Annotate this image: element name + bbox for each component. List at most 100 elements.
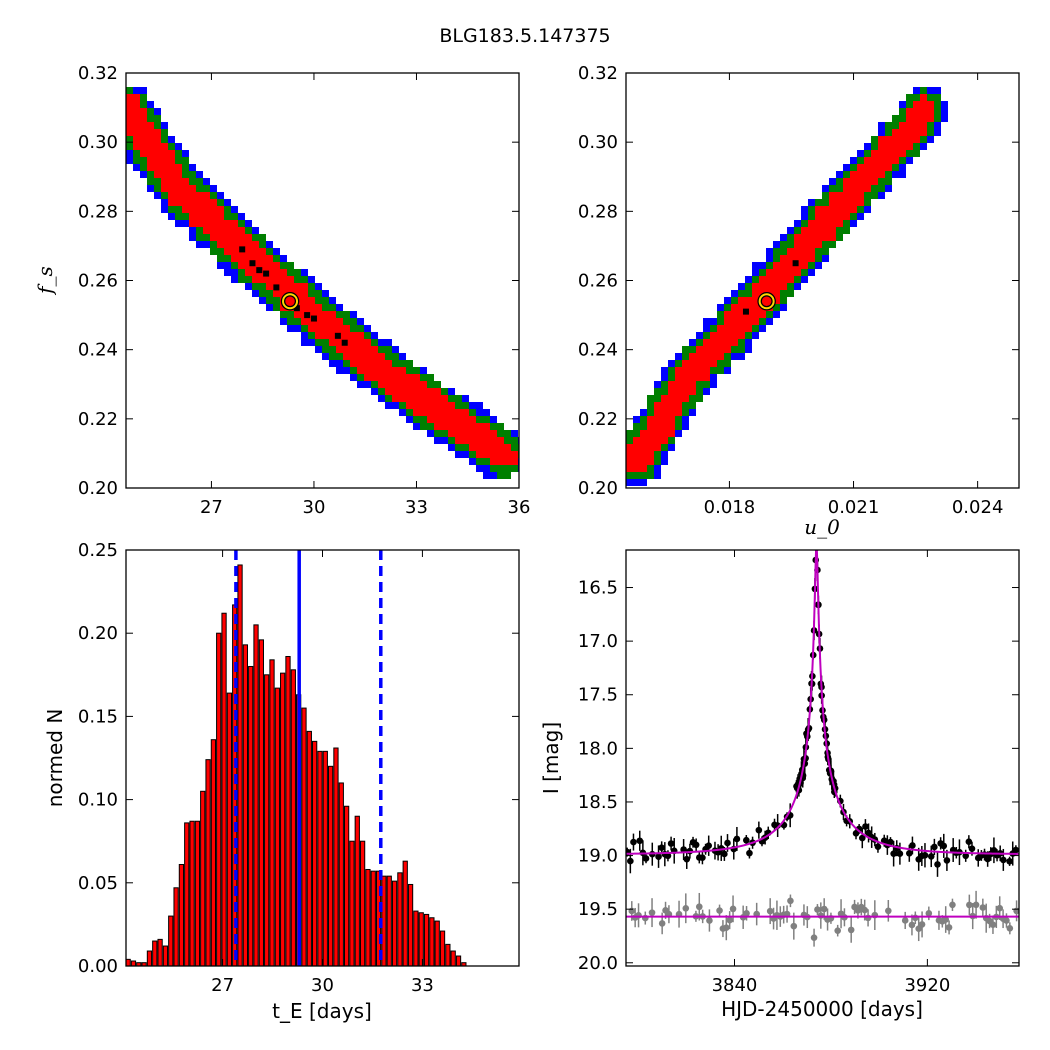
heatmap-cell xyxy=(794,241,801,248)
heatmap-cell xyxy=(815,241,822,248)
heatmap-cell xyxy=(182,185,189,192)
y-tick-label: 18.0 xyxy=(578,738,618,759)
heatmap-cell xyxy=(210,185,217,192)
histogram-bar xyxy=(301,707,307,966)
heatmap-cell xyxy=(696,395,703,402)
heatmap-cell xyxy=(483,416,490,423)
histogram-bar xyxy=(407,883,414,966)
heatmap-cell xyxy=(892,157,899,164)
best-fit-ring xyxy=(758,293,775,310)
heatmap-cell xyxy=(773,276,780,283)
heatmap-cell xyxy=(927,108,934,115)
heatmap-cell xyxy=(497,423,504,430)
heatmap-cell xyxy=(878,185,885,192)
heatmap-cell xyxy=(308,332,315,339)
heatmap-cell xyxy=(462,395,469,402)
heatmap-cell xyxy=(301,297,308,304)
heatmap-cell xyxy=(913,101,920,108)
heatmap-cell xyxy=(794,283,801,290)
heatmap-cell-peak xyxy=(239,246,246,253)
heatmap-cell xyxy=(836,171,843,178)
y-tick-label: 0.00 xyxy=(78,956,118,977)
heatmap-cell xyxy=(787,290,794,297)
heatmap-cell xyxy=(259,241,266,248)
heatmap-cell xyxy=(787,255,794,262)
heatmap-cell xyxy=(675,402,682,409)
heatmap-cell xyxy=(710,360,717,367)
heatmap-cell xyxy=(822,255,829,262)
heatmap-cell xyxy=(420,374,427,381)
heatmap-cell xyxy=(731,353,738,360)
heatmap-cell xyxy=(899,108,906,115)
heatmap-cell xyxy=(168,199,175,206)
heatmap-cell xyxy=(864,171,871,178)
heatmap-cell xyxy=(703,388,710,395)
heatmap-cell xyxy=(934,101,941,108)
heatmap-cell xyxy=(906,143,913,150)
heatmap-cell xyxy=(801,241,808,248)
histogram-bar xyxy=(152,940,158,966)
heatmap-cell xyxy=(773,297,780,304)
heatmap-cell xyxy=(196,178,203,185)
heatmap-cell xyxy=(231,276,238,283)
heatmap-cell xyxy=(119,108,126,115)
heatmap-cell xyxy=(427,409,434,416)
heatmap-cell xyxy=(224,255,231,262)
heatmap-cell xyxy=(133,157,140,164)
heatmap-cell xyxy=(906,94,913,101)
heatmap-cell xyxy=(357,346,364,353)
heatmap-cell xyxy=(752,269,759,276)
heatmap-cell xyxy=(259,290,266,297)
heatmap-cell xyxy=(133,143,140,150)
heatmap-cell xyxy=(850,164,857,171)
heatmap-cell xyxy=(224,234,231,241)
heatmap-cell xyxy=(640,416,647,423)
heatmap-cell xyxy=(476,402,483,409)
heatmap-cell xyxy=(654,430,661,437)
heatmap-cell xyxy=(322,311,329,318)
heatmap-cell xyxy=(308,304,315,311)
heatmap-cell xyxy=(668,381,675,388)
y-tick-label: 0.10 xyxy=(78,790,118,811)
heatmap-cell xyxy=(745,332,752,339)
heatmap-cell xyxy=(203,192,210,199)
heatmap-cell xyxy=(780,297,787,304)
heatmap-cell xyxy=(703,325,710,332)
heatmap-cell xyxy=(245,248,252,255)
heatmap-cell xyxy=(724,332,731,339)
heatmap-cell xyxy=(906,150,913,157)
y-tick-label: 19.0 xyxy=(578,846,618,867)
heatmap-cell xyxy=(434,416,441,423)
histogram-bar xyxy=(237,564,243,966)
panel-fs-vs-u0: 0.018 0.021 0.024 0.20 0.22 0.24 0.26 0.28 0.30 0… xyxy=(578,63,1020,539)
heatmap-cell xyxy=(161,178,168,185)
heatmap-cell xyxy=(448,402,455,409)
heatmap-cell xyxy=(154,185,161,192)
heatmap-cell xyxy=(133,129,140,136)
histogram-bar xyxy=(306,730,312,966)
histogram-bar xyxy=(248,665,254,966)
heatmap-cell xyxy=(773,255,780,262)
heatmap-cell xyxy=(934,87,941,94)
heatmap-cell-peak xyxy=(310,315,317,322)
heatmap-cell xyxy=(210,192,217,199)
heatmap-cell xyxy=(920,108,927,115)
heatmap-cell xyxy=(399,360,406,367)
heatmap-cell xyxy=(217,206,224,213)
heatmap-cell xyxy=(308,276,315,283)
heatmap-cell xyxy=(378,367,385,374)
heatmap-cell xyxy=(343,325,350,332)
heatmap-cell xyxy=(759,276,766,283)
heatmap-cell xyxy=(934,129,941,136)
heatmap-cell xyxy=(633,458,640,465)
heatmap-cell xyxy=(871,185,878,192)
heatmap-cell xyxy=(189,220,196,227)
heatmap-cell xyxy=(619,444,626,451)
heatmap-cell xyxy=(406,360,413,367)
heatmap-cell xyxy=(668,437,675,444)
heatmap-cell xyxy=(808,262,815,269)
heatmap-cell xyxy=(161,136,168,143)
heatmap-cell xyxy=(483,444,490,451)
heatmap-cell xyxy=(654,388,661,395)
residual-point xyxy=(706,917,713,924)
